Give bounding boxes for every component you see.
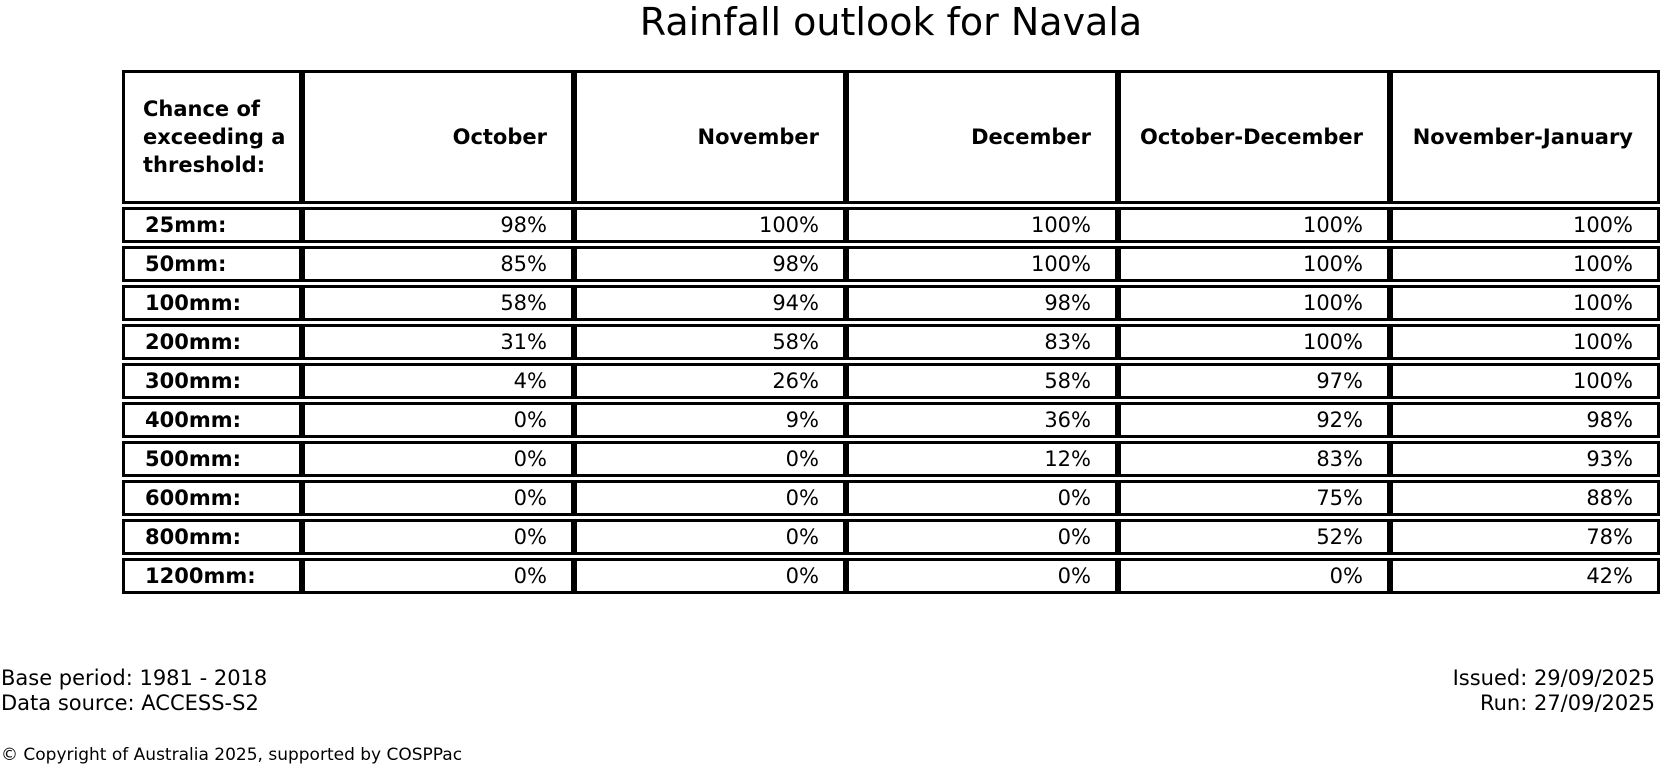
value-cell: 100% bbox=[1118, 246, 1390, 282]
issued-date-text: Issued: 29/09/2025 bbox=[1452, 666, 1655, 690]
table-row-300mm: 300mm: 4% 26% 58% 97% 100% bbox=[122, 363, 1660, 399]
threshold-label: 300mm: bbox=[122, 363, 302, 399]
table-row-200mm: 200mm: 31% 58% 83% 100% 100% bbox=[122, 324, 1660, 360]
value-cell: 31% bbox=[302, 324, 574, 360]
threshold-label: 1200mm: bbox=[122, 558, 302, 594]
value-cell: 0% bbox=[846, 480, 1118, 516]
value-cell: 0% bbox=[1118, 558, 1390, 594]
threshold-label: 25mm: bbox=[122, 207, 302, 243]
threshold-label: 800mm: bbox=[122, 519, 302, 555]
table-row-500mm: 500mm: 0% 0% 12% 83% 93% bbox=[122, 441, 1660, 477]
value-cell: 98% bbox=[302, 207, 574, 243]
value-cell: 100% bbox=[1390, 363, 1660, 399]
value-cell: 100% bbox=[1118, 207, 1390, 243]
table-row-400mm: 400mm: 0% 9% 36% 92% 98% bbox=[122, 402, 1660, 438]
value-cell: 58% bbox=[302, 285, 574, 321]
value-cell: 100% bbox=[846, 207, 1118, 243]
value-cell: 0% bbox=[574, 480, 846, 516]
value-cell: 58% bbox=[846, 363, 1118, 399]
value-cell: 36% bbox=[846, 402, 1118, 438]
table-row-1200mm: 1200mm: 0% 0% 0% 0% 42% bbox=[122, 558, 1660, 594]
value-cell: 12% bbox=[846, 441, 1118, 477]
footer-right-block: Issued: 29/09/2025 Run: 27/09/2025 bbox=[1453, 666, 1655, 716]
value-cell: 83% bbox=[846, 324, 1118, 360]
table-row-100mm: 100mm: 58% 94% 98% 100% 100% bbox=[122, 285, 1660, 321]
value-cell: 98% bbox=[1390, 402, 1660, 438]
base-period-text: Base period: 1981 - 2018 bbox=[1, 666, 268, 690]
value-cell: 75% bbox=[1118, 480, 1390, 516]
value-cell: 42% bbox=[1390, 558, 1660, 594]
value-cell: 9% bbox=[574, 402, 846, 438]
table-row-800mm: 800mm: 0% 0% 0% 52% 78% bbox=[122, 519, 1660, 555]
value-cell: 0% bbox=[302, 519, 574, 555]
value-cell: 78% bbox=[1390, 519, 1660, 555]
value-cell: 83% bbox=[1118, 441, 1390, 477]
threshold-label: 100mm: bbox=[122, 285, 302, 321]
column-header-november: November bbox=[574, 70, 846, 204]
value-cell: 100% bbox=[1390, 285, 1660, 321]
value-cell: 98% bbox=[574, 246, 846, 282]
value-cell: 4% bbox=[302, 363, 574, 399]
value-cell: 26% bbox=[574, 363, 846, 399]
value-cell: 100% bbox=[1118, 324, 1390, 360]
value-cell: 100% bbox=[846, 246, 1118, 282]
value-cell: 0% bbox=[574, 519, 846, 555]
header-row: Chance of exceeding a threshold: October… bbox=[122, 70, 1660, 204]
value-cell: 0% bbox=[302, 480, 574, 516]
value-cell: 58% bbox=[574, 324, 846, 360]
value-cell: 52% bbox=[1118, 519, 1390, 555]
value-cell: 88% bbox=[1390, 480, 1660, 516]
value-cell: 0% bbox=[846, 558, 1118, 594]
value-cell: 0% bbox=[846, 519, 1118, 555]
value-cell: 0% bbox=[574, 441, 846, 477]
value-cell: 98% bbox=[846, 285, 1118, 321]
value-cell: 100% bbox=[1390, 324, 1660, 360]
column-header-december: December bbox=[846, 70, 1118, 204]
table-row-600mm: 600mm: 0% 0% 0% 75% 88% bbox=[122, 480, 1660, 516]
value-cell: 100% bbox=[574, 207, 846, 243]
footer-left-block: Base period: 1981 - 2018 Data source: AC… bbox=[1, 666, 267, 716]
value-cell: 97% bbox=[1118, 363, 1390, 399]
corner-header: Chance of exceeding a threshold: bbox=[122, 70, 302, 204]
run-date-text: Run: 27/09/2025 bbox=[1479, 691, 1655, 715]
threshold-label: 50mm: bbox=[122, 246, 302, 282]
value-cell: 100% bbox=[1390, 246, 1660, 282]
value-cell: 100% bbox=[1390, 207, 1660, 243]
column-header-october-december: October-December bbox=[1118, 70, 1390, 204]
value-cell: 85% bbox=[302, 246, 574, 282]
threshold-label: 600mm: bbox=[122, 480, 302, 516]
table-row-50mm: 50mm: 85% 98% 100% 100% 100% bbox=[122, 246, 1660, 282]
data-source-text: Data source: ACCESS-S2 bbox=[1, 691, 259, 715]
value-cell: 100% bbox=[1118, 285, 1390, 321]
table-row-25mm: 25mm: 98% 100% 100% 100% 100% bbox=[122, 207, 1660, 243]
copyright-text: © Copyright of Australia 2025, supported… bbox=[1, 745, 463, 765]
column-header-november-january: November-January bbox=[1390, 70, 1660, 204]
value-cell: 0% bbox=[302, 441, 574, 477]
value-cell: 0% bbox=[574, 558, 846, 594]
threshold-label: 200mm: bbox=[122, 324, 302, 360]
threshold-label: 500mm: bbox=[122, 441, 302, 477]
value-cell: 93% bbox=[1390, 441, 1660, 477]
value-cell: 94% bbox=[574, 285, 846, 321]
rainfall-outlook-table: Chance of exceeding a threshold: October… bbox=[122, 67, 1660, 597]
value-cell: 92% bbox=[1118, 402, 1390, 438]
threshold-label: 400mm: bbox=[122, 402, 302, 438]
page-title: Rainfall outlook for Navala bbox=[639, 0, 1143, 44]
column-header-october: October bbox=[302, 70, 574, 204]
value-cell: 0% bbox=[302, 402, 574, 438]
value-cell: 0% bbox=[302, 558, 574, 594]
